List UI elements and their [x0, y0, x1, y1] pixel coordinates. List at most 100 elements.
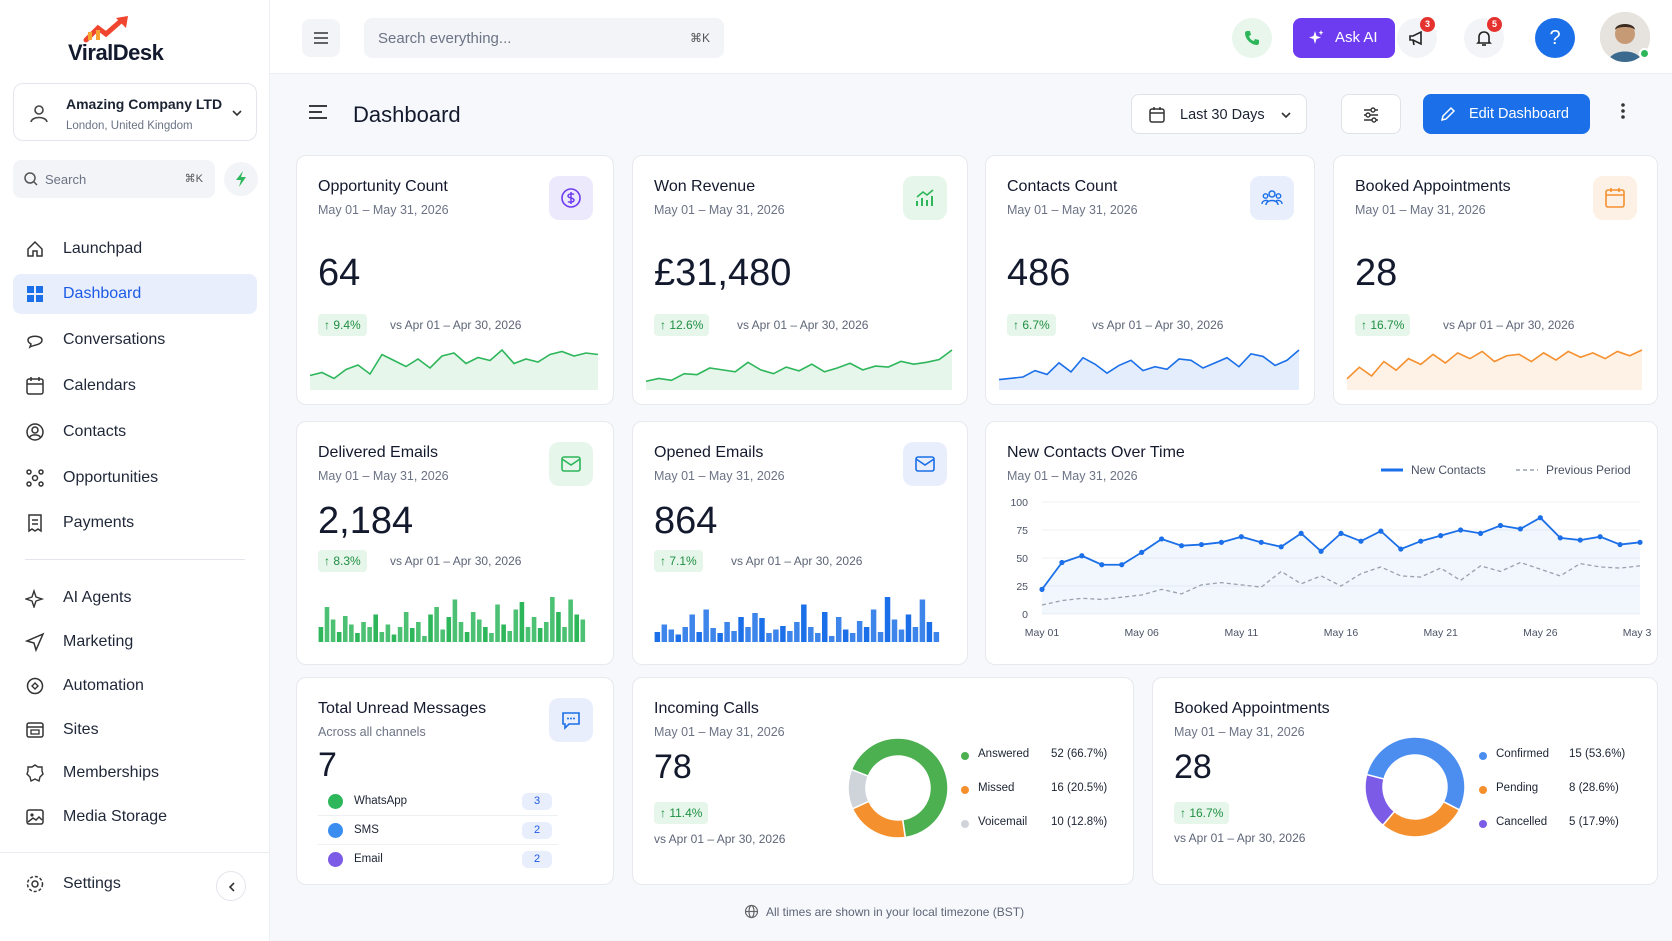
bar — [856, 621, 863, 642]
bar — [501, 624, 506, 642]
new-contacts-chart-card: New Contacts Over Time May 01 – May 31, … — [985, 421, 1658, 665]
sidebar-item-settings[interactable]: Settings — [13, 864, 257, 904]
bar — [416, 622, 421, 642]
delta-badge: ↑ 16.7% — [1174, 802, 1230, 824]
announcements-button[interactable]: 3 — [1397, 17, 1437, 58]
card-date-range: May 01 – May 31, 2026 — [1355, 203, 1486, 217]
sidebar-item-payments[interactable]: Payments — [13, 503, 257, 543]
menu-icon[interactable] — [308, 104, 328, 120]
notifications-button[interactable]: 5 — [1464, 17, 1504, 58]
browser-icon — [26, 722, 44, 738]
sparkline-line — [309, 348, 599, 380]
collapse-sidebar-button[interactable] — [216, 871, 246, 901]
sidebar-item-label: Opportunities — [63, 469, 159, 486]
help-button[interactable]: ? — [1535, 18, 1575, 58]
ask-ai-button[interactable]: Ask AI — [1293, 18, 1395, 58]
edit-dashboard-button[interactable]: Edit Dashboard — [1423, 94, 1590, 134]
data-point — [1159, 536, 1165, 542]
data-point — [1477, 530, 1484, 536]
appointments-donut — [1364, 736, 1466, 838]
sidebar-search-placeholder: Search — [45, 172, 87, 187]
online-status-dot — [1639, 48, 1650, 59]
comparison-label: vs Apr 01 – Apr 30, 2026 — [390, 318, 522, 332]
sidebar-item-ai-agents[interactable]: AI Agents — [13, 578, 257, 618]
comparison-label: vs Apr 01 – Apr 30, 2026 — [1174, 831, 1306, 845]
channel-row-email[interactable]: Email 2 — [318, 846, 558, 874]
sidebar-item-launchpad[interactable]: Launchpad — [13, 229, 257, 269]
data-point — [1218, 539, 1224, 545]
bar — [324, 607, 330, 642]
date-range-dropdown[interactable]: Last 30 Days — [1131, 94, 1307, 134]
more-options-icon[interactable] — [1620, 102, 1626, 120]
bar — [367, 627, 372, 642]
calendar-icon — [26, 377, 44, 395]
delta-badge: ↑ 8.3% — [318, 550, 367, 572]
organization-switcher[interactable]: Amazing Company LTD London, United Kingd… — [13, 83, 257, 141]
global-search-input[interactable]: Search everything... ⌘K — [364, 18, 724, 58]
channel-count: 2 — [522, 822, 552, 839]
sidebar-item-label: Automation — [63, 677, 144, 694]
grid-icon — [27, 286, 43, 302]
bar — [531, 617, 537, 642]
bar — [373, 614, 379, 642]
legend-label: Previous Period — [1546, 463, 1631, 477]
delta-badge: ↑ 7.1% — [654, 550, 703, 572]
filter-button[interactable] — [1341, 94, 1401, 134]
sidebar-item-label: AI Agents — [63, 589, 132, 606]
card-title: Won Revenue — [654, 178, 756, 195]
data-point — [1099, 562, 1105, 568]
phone-button[interactable] — [1232, 18, 1272, 58]
bar — [525, 627, 531, 642]
x-tick-label: May 11 — [1225, 627, 1259, 639]
kpi-icon-box — [1593, 176, 1637, 220]
org-name: Amazing Company LTD — [66, 96, 223, 112]
sparkle-icon — [25, 588, 45, 608]
x-tick-label: May 01 — [1025, 627, 1060, 639]
x-tick-label: May 26 — [1523, 627, 1558, 639]
y-tick-label: 0 — [1022, 609, 1028, 621]
sparkline-line — [645, 349, 953, 383]
bar — [568, 599, 573, 642]
shortcut-hint: ⌘K — [689, 31, 710, 45]
email-value: 2,184 — [318, 500, 414, 542]
logo[interactable]: ViralDesk — [60, 14, 210, 66]
kpi-value: 486 — [1007, 252, 1071, 294]
bar — [507, 631, 513, 642]
gear-icon — [26, 875, 44, 893]
legend-value: 10 (12.8%) — [1051, 816, 1108, 828]
bar — [361, 622, 366, 642]
sidebar-item-marketing[interactable]: Marketing — [13, 622, 257, 662]
channel-row-whatsapp[interactable]: WhatsApp 3 — [318, 788, 558, 816]
sidebar-divider — [25, 559, 245, 560]
page-header: Dashboard Last 30 Days Edit Dashboard — [270, 74, 1672, 154]
bar — [787, 631, 793, 642]
sidebar-item-contacts[interactable]: Contacts — [13, 412, 257, 452]
sidebar-item-memberships[interactable]: Memberships — [13, 753, 257, 793]
sidebar-search[interactable]: Search ⌘K — [13, 160, 215, 198]
bar — [654, 632, 661, 642]
unread-messages-card: Total Unread Messages Across all channel… — [296, 677, 614, 885]
menu-toggle-button[interactable] — [302, 19, 340, 57]
legend-label: Confirmed — [1496, 748, 1550, 760]
bar — [379, 632, 385, 642]
automation-icon — [26, 677, 44, 695]
quick-actions-button[interactable] — [224, 162, 258, 196]
channel-row-sms[interactable]: SMS 2 — [318, 817, 558, 845]
sidebar-item-sites[interactable]: Sites — [13, 710, 257, 750]
bar — [828, 636, 835, 642]
sidebar-item-automation[interactable]: Automation — [13, 666, 257, 706]
bar — [470, 612, 476, 642]
sidebar-item-dashboard[interactable]: Dashboard — [13, 274, 257, 314]
comparison-label: vs Apr 01 – Apr 30, 2026 — [1092, 318, 1224, 332]
sparkline-area — [646, 350, 952, 390]
data-point — [1318, 548, 1324, 554]
bar — [703, 609, 709, 642]
bar — [495, 604, 500, 642]
calendar-icon — [1149, 107, 1165, 123]
chat-icon-box — [549, 698, 593, 742]
sidebar-item-calendars[interactable]: Calendars — [13, 366, 257, 406]
sidebar-item-opportunities[interactable]: Opportunities — [13, 458, 257, 498]
sidebar-item-media-storage[interactable]: Media Storage — [13, 797, 257, 837]
channel-name: WhatsApp — [354, 795, 408, 807]
sidebar-item-conversations[interactable]: Conversations — [13, 320, 257, 360]
